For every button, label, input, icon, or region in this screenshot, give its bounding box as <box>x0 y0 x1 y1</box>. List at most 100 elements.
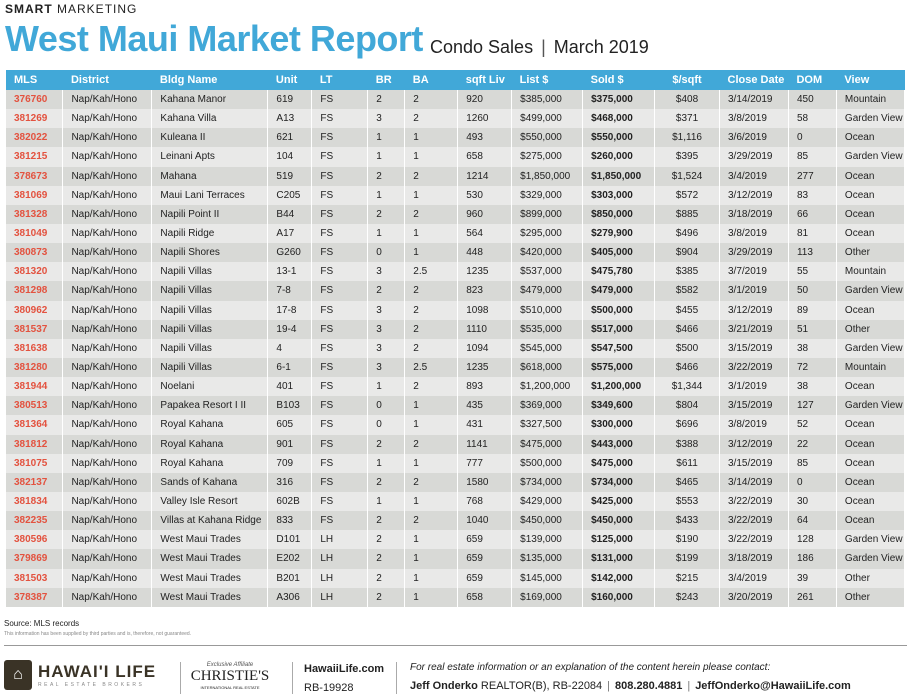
cell-ppsf: $371 <box>654 109 720 129</box>
cell-unit: 17-8 <box>267 300 313 320</box>
cell-list: $500,000 <box>511 453 584 473</box>
cell-close: 3/12/2019 <box>719 434 789 454</box>
cell-list: $450,000 <box>511 511 584 531</box>
cell-ppsf: $433 <box>654 511 720 531</box>
cell-sqft: 493 <box>457 128 513 148</box>
cell-sqft: 920 <box>457 90 513 110</box>
disclaimer: This information has been supplied by th… <box>4 631 192 637</box>
cell-mls: 381364 <box>6 415 64 435</box>
cell-lt: FS <box>311 128 369 148</box>
cell-view: Ocean <box>836 491 906 512</box>
cell-dom: 55 <box>788 262 837 282</box>
cell-lt: FS <box>311 262 369 282</box>
cell-close: 3/1/2019 <box>719 377 789 397</box>
subtitle: Condo Sales | March 2019 <box>430 37 649 58</box>
contact-prompt: For real estate information or an explan… <box>410 662 771 673</box>
cell-sqft: 448 <box>457 243 513 263</box>
table-row: 380873 Nap/Kah/Hono Napili Shores G260 FS 0 1 4… <box>6 243 906 263</box>
cell-bldg: Noelani <box>151 377 269 397</box>
cell-br: 2 <box>367 568 406 588</box>
cell-dom: 450 <box>788 90 837 110</box>
cell-br: 0 <box>367 243 406 263</box>
cell-close: 3/22/2019 <box>719 511 789 531</box>
column-header-ba: BA <box>404 70 458 90</box>
cell-unit: 621 <box>267 128 313 148</box>
table-header: MLS District Bldg Name Unit LT BR BA sqft Liv Li… <box>6 70 905 90</box>
cell-unit: 13-1 <box>267 262 313 282</box>
separator: | <box>607 680 611 692</box>
cell-unit: B201 <box>267 568 313 588</box>
cell-sold: $575,000 <box>582 357 656 378</box>
cell-list: $1,850,000 <box>511 166 584 186</box>
cell-sold: $450,000 <box>582 511 656 531</box>
cell-mls: 381537 <box>6 319 64 339</box>
cell-close: 3/6/2019 <box>719 128 789 148</box>
cell-sqft: 530 <box>457 185 513 205</box>
cell-dom: 64 <box>788 511 837 531</box>
cell-bldg: West Maui Trades <box>151 568 269 588</box>
cell-view: Mountain <box>836 90 906 110</box>
cell-district: Nap/Kah/Hono <box>62 511 153 531</box>
source-note: Source: MLS records <box>4 619 80 628</box>
cell-ba: 1 <box>404 491 459 512</box>
cell-ppsf: $1,524 <box>654 166 720 186</box>
cell-sold: $300,000 <box>582 415 656 435</box>
table-row: 378673 Nap/Kah/Hono Mahana 519 FS 2 2 1214 $1,85… <box>6 166 906 186</box>
agent-phone[interactable]: 808.280.4881 <box>615 680 683 692</box>
kicker: SMART MARKETING <box>5 2 137 16</box>
cell-mls: 379869 <box>6 549 64 569</box>
cell-lt: FS <box>311 511 369 531</box>
cell-ppsf: $885 <box>654 204 720 224</box>
cell-close: 3/15/2019 <box>719 453 789 473</box>
cell-sqft: 768 <box>457 491 513 512</box>
cell-view: Garden View <box>836 530 906 550</box>
cell-lt: LH <box>311 587 369 607</box>
cell-unit: 4 <box>267 338 313 358</box>
cell-ppsf: $553 <box>654 491 720 512</box>
cell-br: 2 <box>367 281 406 301</box>
table-row: 381269 Nap/Kah/Hono Kahana Villa A13 FS 3 2 126… <box>6 109 906 129</box>
cell-br: 2 <box>367 90 406 110</box>
column-header-close: Close Date <box>719 70 789 90</box>
cell-sqft: 1235 <box>457 357 513 378</box>
cell-mls: 382137 <box>6 472 64 492</box>
cell-district: Nap/Kah/Hono <box>62 90 153 110</box>
cell-sold: $1,200,000 <box>582 377 656 397</box>
cell-dom: 22 <box>788 434 837 454</box>
table-row: 378387 Nap/Kah/Hono West Maui Trades A306 LH… <box>6 587 906 607</box>
cell-mls: 381069 <box>6 185 64 205</box>
cell-sold: $260,000 <box>582 147 656 167</box>
cell-sold: $850,000 <box>582 204 656 224</box>
cell-ba: 2 <box>404 90 459 110</box>
cell-view: Ocean <box>836 204 906 224</box>
cell-sold: $517,000 <box>582 319 656 339</box>
cell-close: 3/12/2019 <box>719 185 789 205</box>
cell-br: 3 <box>367 319 406 339</box>
cell-sqft: 960 <box>457 204 513 224</box>
cell-ppsf: $904 <box>654 243 720 263</box>
cell-close: 3/8/2019 <box>719 109 789 129</box>
cell-mls: 381503 <box>6 568 64 588</box>
cell-bldg: Royal Kahana <box>151 415 269 435</box>
agent-email[interactable]: JeffOnderko@HawaiiLife.com <box>695 680 851 692</box>
cell-lt: FS <box>311 166 369 186</box>
cell-mls: 381944 <box>6 377 64 397</box>
cell-mls: 382235 <box>6 511 64 531</box>
cell-district: Nap/Kah/Hono <box>62 568 153 588</box>
cell-mls: 381298 <box>6 281 64 301</box>
cell-close: 3/8/2019 <box>719 223 789 244</box>
cell-bldg: Maui Lani Terraces <box>151 185 269 205</box>
cell-sqft: 564 <box>457 223 513 244</box>
column-header-dom: DOM <box>788 70 837 90</box>
cell-br: 3 <box>367 109 406 129</box>
cell-view: Ocean <box>836 377 906 397</box>
cell-lt: FS <box>311 300 369 320</box>
cell-district: Nap/Kah/Hono <box>62 491 153 512</box>
website-link[interactable]: HawaiiLife.com <box>304 663 385 675</box>
christies-sub: INTERNATIONAL REAL ESTATE <box>200 685 260 690</box>
brand-sub: REAL ESTATE BROKERS <box>38 682 145 688</box>
cell-sqft: 1098 <box>457 300 513 320</box>
kicker-bold: SMART <box>5 2 53 16</box>
cell-close: 3/12/2019 <box>719 300 789 320</box>
cell-close: 3/29/2019 <box>719 147 789 167</box>
